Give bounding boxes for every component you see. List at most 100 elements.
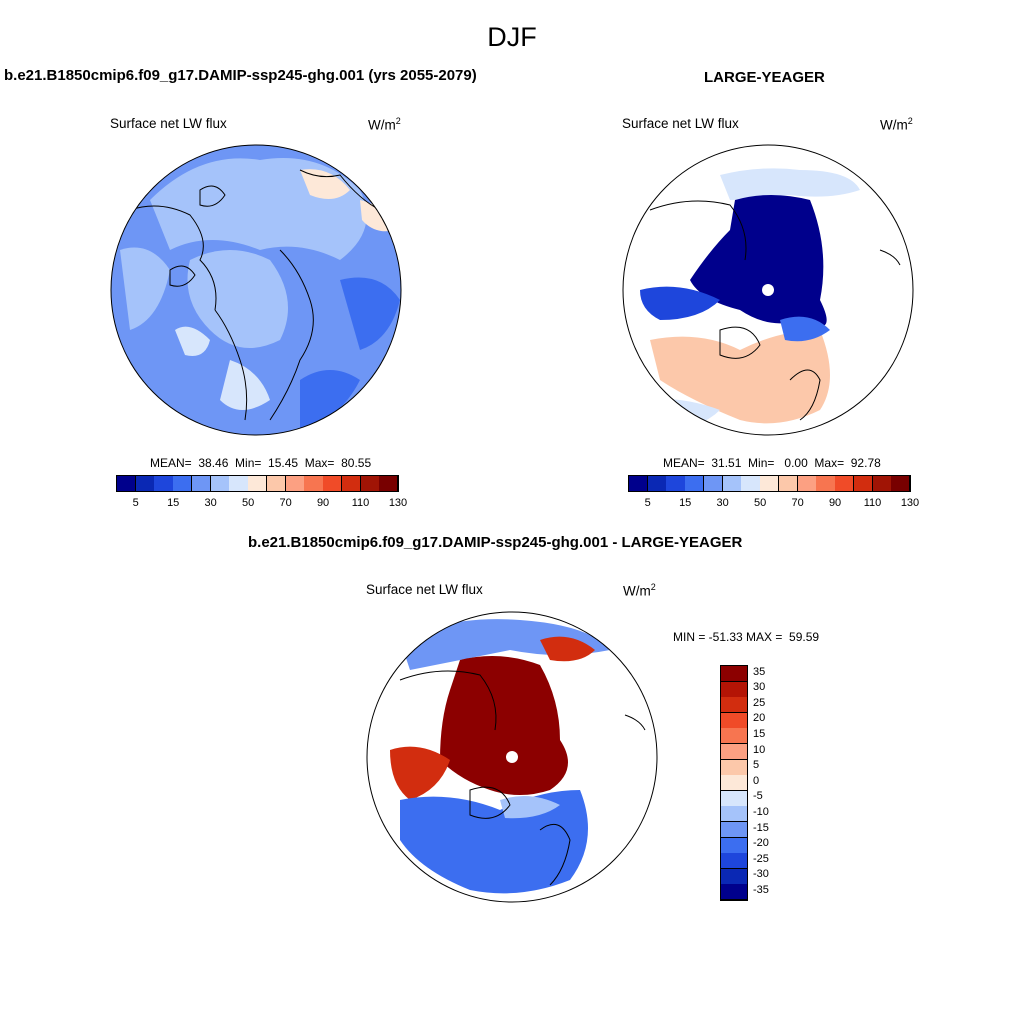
colorbar-swatch <box>360 476 380 491</box>
colorbar-tick-label: 0 <box>753 774 760 787</box>
map2-pole <box>762 284 774 296</box>
panel1-stats: MEAN= 38.46 Min= 15.45 Max= 80.55 <box>150 456 372 470</box>
colorbar-swatch <box>778 476 799 491</box>
panel3-variable: Surface net LW flux <box>366 582 483 597</box>
colorbar-tick-label: 15 <box>679 497 692 509</box>
colorbar-swatch <box>135 476 155 491</box>
colorbar-swatch <box>210 476 230 491</box>
colorbar-tick-label: -30 <box>753 868 769 881</box>
colorbar-swatch <box>304 476 324 491</box>
colorbar-panel3: 35 30 25 20 15 10 5 0 -5 -10 -15 -20 -25 -30 -35 <box>720 665 769 901</box>
colorbar-swatch <box>703 476 724 491</box>
panel2-variable: Surface net LW flux <box>622 116 739 131</box>
colorbar-tick-label: 50 <box>242 497 255 509</box>
colorbar-swatch <box>721 759 747 776</box>
map1-coastlines <box>129 169 381 421</box>
colorbar-panel2: 5 15 30 50 70 90 110 130 <box>628 475 919 509</box>
colorbar-swatch <box>760 476 780 491</box>
colorbar-tick-label: -35 <box>753 884 769 896</box>
panel2-units-base: W/m <box>880 117 908 133</box>
colorbar-swatch <box>341 476 362 491</box>
colorbar-swatch <box>835 476 855 491</box>
colorbar-swatch <box>891 476 911 491</box>
colorbar-tick-label: 5 <box>644 497 651 509</box>
colorbar-swatch <box>721 806 747 823</box>
colorbar-swatch <box>285 476 305 491</box>
colorbar-tick-label: 25 <box>753 696 766 709</box>
map1-field <box>111 145 401 435</box>
colorbar-tick-label: 70 <box>279 497 292 509</box>
colorbar-tick-label: -5 <box>753 790 763 803</box>
panel3-units-base: W/m <box>623 583 651 599</box>
colorbar-tick-label: -10 <box>753 806 769 818</box>
colorbar-tick-label: 110 <box>351 497 370 509</box>
colorbar-swatch <box>721 822 747 839</box>
map2-field <box>623 145 913 435</box>
colorbar-tick-label: 5 <box>132 497 139 509</box>
panel3-header: b.e21.B1850cmip6.f09_g17.DAMIP-ssp245-gh… <box>248 534 743 551</box>
panel3-stats: MIN = -51.33 MAX = 59.59 <box>673 630 820 644</box>
colorbar-swatch <box>721 681 747 698</box>
colorbar-swatch <box>154 476 174 491</box>
colorbar-swatch <box>721 884 747 901</box>
colorbar-swatch <box>229 476 249 491</box>
colorbar-swatch <box>721 837 747 854</box>
panel1-units: W/m2 <box>368 116 401 133</box>
map2-coastlines <box>649 200 901 421</box>
figure-title: DJF <box>487 22 537 52</box>
colorbar-panel1: 5 15 30 50 70 90 110 130 <box>116 475 407 509</box>
colorbar-swatch <box>721 697 747 714</box>
colorbar-swatch <box>797 476 817 491</box>
colorbar-tick-label: 30 <box>716 497 729 509</box>
panel1-header: b.e21.B1850cmip6.f09_g17.DAMIP-ssp245-gh… <box>4 67 477 84</box>
map3-coastlines <box>399 670 646 886</box>
colorbar-swatch <box>647 476 667 491</box>
colorbar-tick-label: 130 <box>388 497 408 509</box>
map2-border <box>622 144 914 436</box>
colorbar-tick-label: 35 <box>753 665 766 678</box>
panel2-units: W/m2 <box>880 116 913 133</box>
colorbar-swatch <box>117 476 137 491</box>
colorbar-tick-label: 130 <box>900 497 920 509</box>
colorbar-tick-label: 30 <box>204 497 217 509</box>
colorbar-swatch <box>721 744 747 761</box>
colorbar-swatch <box>191 476 212 491</box>
colorbar-swatch <box>721 712 747 729</box>
colorbar-tick-label: 90 <box>316 497 330 509</box>
colorbar-swatch <box>721 775 747 792</box>
colorbar-swatch <box>741 476 761 491</box>
colorbar-swatch <box>685 476 705 491</box>
colorbar-swatch <box>379 476 399 491</box>
colorbar-tick-label: 5 <box>753 759 760 772</box>
colorbar-tick-label: 15 <box>167 497 180 509</box>
colorbar-swatch <box>629 476 649 491</box>
colorbar-swatch <box>173 476 193 491</box>
colorbar-swatch <box>721 853 747 870</box>
colorbar-tick-label: 10 <box>753 743 766 756</box>
panel2-header: LARGE-YEAGER <box>704 69 825 86</box>
map1-border <box>110 144 402 436</box>
map3-border <box>366 611 658 903</box>
colorbar-tick-label: 110 <box>863 497 882 509</box>
colorbar-swatch <box>853 476 874 491</box>
map3-pole <box>506 751 518 763</box>
panel1-units-base: W/m <box>368 117 396 133</box>
panel1-variable: Surface net LW flux <box>110 116 227 131</box>
colorbar-tick-label: -15 <box>753 821 769 834</box>
colorbar-swatch <box>721 790 747 807</box>
colorbar-tick-label: 30 <box>753 681 766 694</box>
colorbar-tick-label: 50 <box>754 497 767 509</box>
panel2-units-exp: 2 <box>907 116 913 126</box>
colorbar-swatch <box>721 868 747 885</box>
colorbar-tick-label: 90 <box>828 497 842 509</box>
colorbar-swatch <box>721 728 747 745</box>
map3-field <box>367 612 657 902</box>
colorbar-swatch <box>816 476 836 491</box>
colorbar-tick-label: 15 <box>753 728 766 740</box>
colorbar-swatch <box>722 476 742 491</box>
panel3-units: W/m2 <box>623 582 656 599</box>
colorbar-tick-label: 70 <box>791 497 804 509</box>
